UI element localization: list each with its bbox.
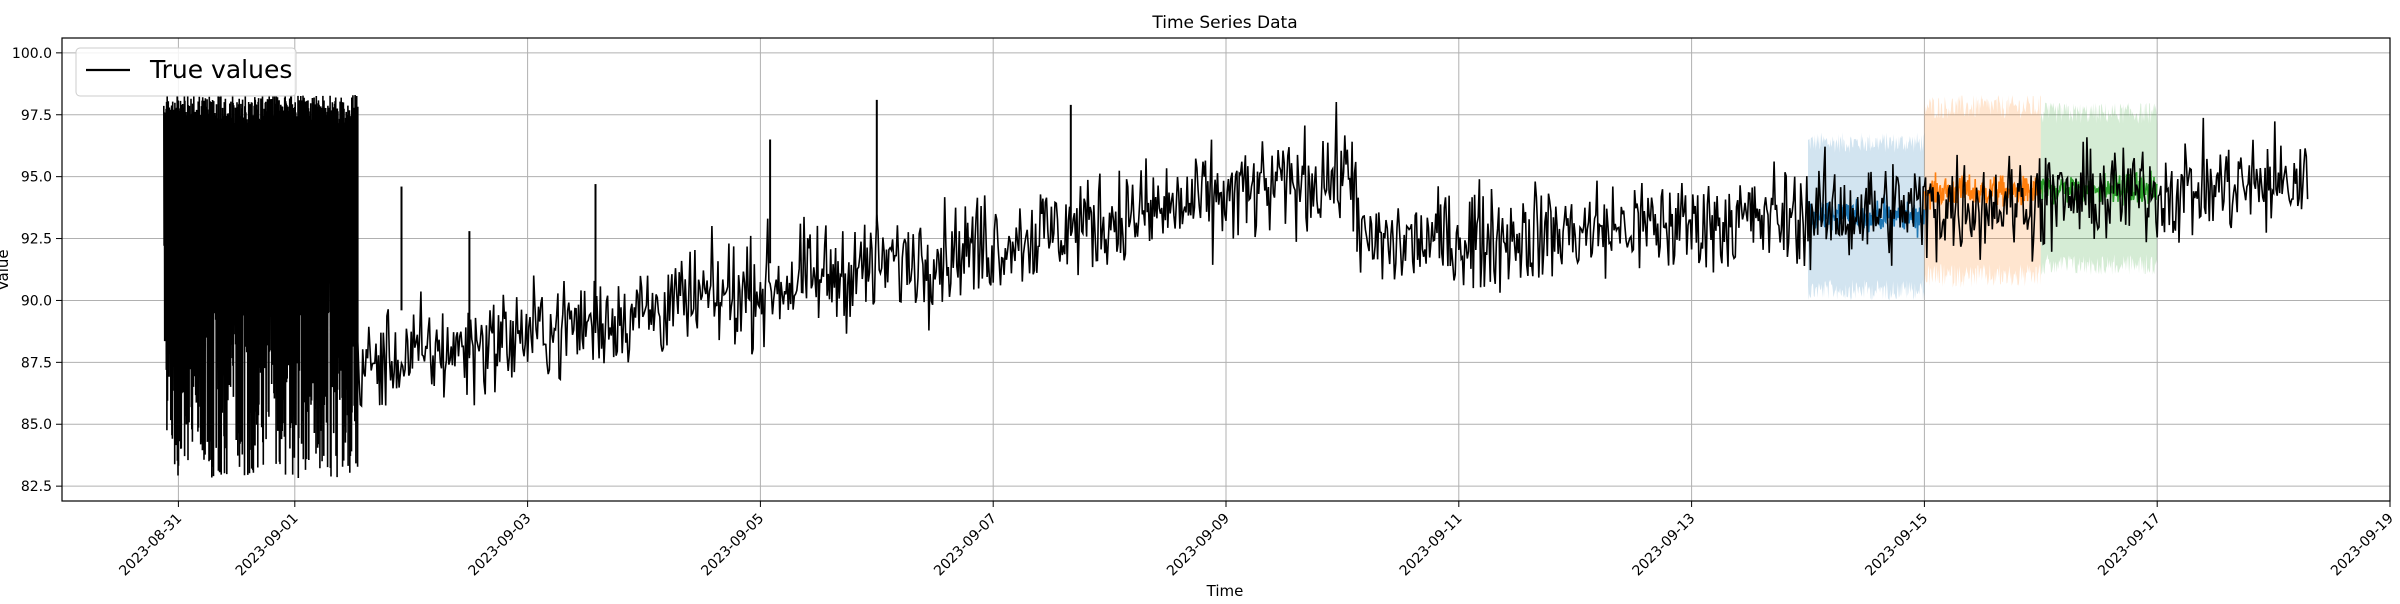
y-tick-label: 85.0 — [21, 417, 52, 433]
y-tick-label: 87.5 — [21, 355, 52, 371]
x-tick-label: 2023-09-03 — [466, 511, 535, 580]
true-values-line — [163, 94, 2309, 479]
y-tick-label: 90.0 — [21, 293, 52, 309]
x-tick-label: 2023-08-31 — [116, 511, 185, 580]
y-tick-label: 97.5 — [21, 108, 52, 124]
x-tick-label: 2023-09-19 — [2328, 511, 2397, 580]
y-axis-ticks: 82.5 85.0 87.5 90.0 92.5 95.0 97.5 100.0 — [12, 46, 62, 495]
legend: True values — [75, 47, 297, 97]
x-tick-label: 2023-09-09 — [1164, 511, 1233, 580]
x-tick-label: 2023-09-05 — [698, 511, 767, 580]
y-tick-label: 100.0 — [12, 46, 52, 62]
series-lines — [163, 94, 2309, 479]
x-axis-label: Time — [1206, 582, 1244, 600]
x-axis-ticks: 2023-08-31 2023-09-01 2023-09-03 2023-09-05… — [116, 501, 2397, 580]
legend-label: True values — [149, 55, 292, 84]
x-tick-label: 2023-09-07 — [931, 511, 1000, 580]
y-axis-label: Value — [0, 249, 12, 290]
x-tick-label: 2023-09-13 — [1630, 511, 1699, 580]
x-tick-label: 2023-09-01 — [233, 511, 302, 580]
x-tick-label: 2023-09-17 — [2095, 511, 2164, 580]
legend-box — [75, 47, 297, 97]
chart-title: Time Series Data — [1151, 13, 1297, 33]
y-tick-label: 82.5 — [21, 479, 52, 495]
grid-lines — [62, 38, 2391, 501]
x-tick-label: 2023-09-11 — [1397, 511, 1466, 580]
y-tick-label: 92.5 — [21, 232, 52, 248]
x-tick-label: 2023-09-15 — [1862, 511, 1931, 580]
y-tick-label: 95.0 — [21, 170, 52, 186]
